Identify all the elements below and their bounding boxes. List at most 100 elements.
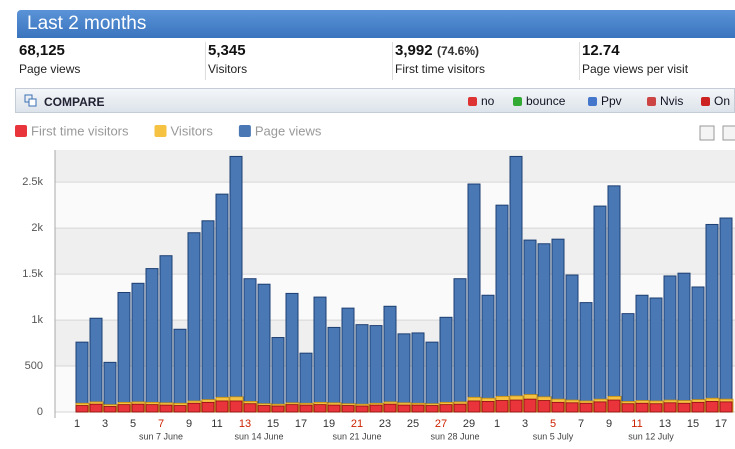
bar: [593, 205, 607, 413]
bar: [257, 405, 271, 413]
y-tick-label: 2.5k: [22, 176, 43, 188]
bar: [145, 404, 159, 413]
bar: [453, 403, 467, 413]
bar: [229, 400, 243, 413]
x-tick-label: 17: [295, 418, 307, 430]
x-tick-label: 15: [687, 418, 699, 430]
bar: [663, 275, 677, 413]
y-tick-label: 1.5k: [22, 268, 43, 280]
compare-option[interactable]: bounce: [513, 94, 565, 108]
bar: [159, 255, 173, 413]
bar: [187, 232, 201, 413]
chart-icon[interactable]: [722, 125, 735, 141]
bar: [537, 243, 551, 413]
bar: [691, 286, 705, 413]
bar: [719, 217, 733, 413]
x-tick-label: 7: [578, 418, 584, 430]
bar: [131, 403, 145, 413]
bar: [117, 404, 131, 413]
bar: [565, 402, 579, 413]
bar: [271, 337, 285, 413]
bar: [243, 403, 257, 413]
bar: [509, 155, 523, 413]
legend-label[interactable]: First time visitors: [31, 124, 129, 138]
bar: [173, 328, 187, 413]
bar: [607, 185, 621, 413]
stat: 3,992 (74.6%) First time visitors: [393, 42, 580, 80]
bar: [607, 399, 621, 413]
x-tick-label: 7: [158, 418, 164, 430]
stat-label: Visitors: [208, 62, 248, 76]
stat-value: 68,125: [19, 42, 65, 59]
x-tick-label: 11: [211, 418, 222, 430]
y-tick-label: 0: [37, 406, 43, 418]
bar: [327, 404, 341, 413]
bar: [495, 204, 509, 413]
bar: [355, 324, 369, 413]
bar: [649, 297, 663, 413]
stat-top: 3,992 (74.6%): [395, 42, 579, 60]
week-label: sun 12 July: [628, 431, 674, 441]
x-tick-label: 9: [186, 418, 192, 430]
legend-swatch[interactable]: [154, 125, 167, 137]
bar: [537, 400, 551, 413]
bar: [467, 400, 481, 413]
bar: [89, 403, 103, 413]
stat-top: 68,125: [19, 42, 205, 60]
bar: [327, 326, 341, 413]
chart: First time visitors Visitors Page views 0 50…: [15, 124, 735, 441]
compare-option[interactable]: Nvis: [647, 94, 683, 108]
compare-title: COMPARE: [44, 95, 105, 109]
bar: [425, 341, 439, 413]
bar: [299, 404, 313, 413]
bar: [117, 291, 131, 413]
x-tick-label: 3: [102, 418, 108, 430]
x-tick-label: 3: [522, 418, 528, 430]
option-icon: [701, 97, 710, 106]
x-tick-label: 11: [631, 418, 642, 430]
bar: [229, 155, 243, 413]
stat: 5,345 Visitors: [206, 42, 393, 80]
bar: [635, 294, 649, 413]
legend-swatch[interactable]: [238, 125, 251, 137]
week-label: sun 28 June: [430, 431, 479, 441]
bar: [411, 332, 425, 413]
bar: [439, 316, 453, 413]
stat-label: Page views: [19, 62, 81, 76]
option-icon: [588, 97, 597, 106]
bar: [215, 400, 229, 413]
bar: [341, 307, 355, 413]
bar: [201, 220, 215, 413]
legend-label[interactable]: Visitors: [171, 124, 214, 138]
grid-band: [55, 150, 735, 183]
bar: [551, 238, 565, 413]
compare-option[interactable]: Ppv: [588, 94, 622, 108]
bar: [495, 400, 509, 413]
x-tick-label: 5: [130, 418, 136, 430]
bar: [243, 278, 257, 413]
x-tick-label: 17: [715, 418, 727, 430]
legend-swatch[interactable]: [15, 125, 27, 137]
bar: [131, 282, 145, 413]
x-tick-label: 27: [435, 418, 447, 430]
x-tick-label: 25: [407, 418, 419, 430]
bar: [523, 239, 537, 413]
bar: [215, 193, 229, 413]
bar: [341, 405, 355, 413]
bar: [201, 401, 215, 413]
bar: [173, 405, 187, 413]
chart-icon[interactable]: [699, 125, 715, 141]
stat-label: First time visitors: [395, 62, 485, 76]
week-label: sun 5 July: [533, 431, 574, 441]
x-tick-label: 1: [74, 418, 80, 430]
bar: [593, 401, 607, 413]
x-tick-label: 13: [659, 418, 671, 430]
bar: [453, 278, 467, 413]
bar: [649, 403, 663, 413]
compare-option[interactable]: no: [468, 94, 494, 108]
compare-option[interactable]: On: [701, 94, 730, 108]
legend-label[interactable]: Page views: [255, 124, 322, 138]
stat-label: Page views per visit: [582, 62, 689, 76]
x-tick-label: 19: [323, 418, 335, 430]
option-icon: [513, 97, 522, 106]
